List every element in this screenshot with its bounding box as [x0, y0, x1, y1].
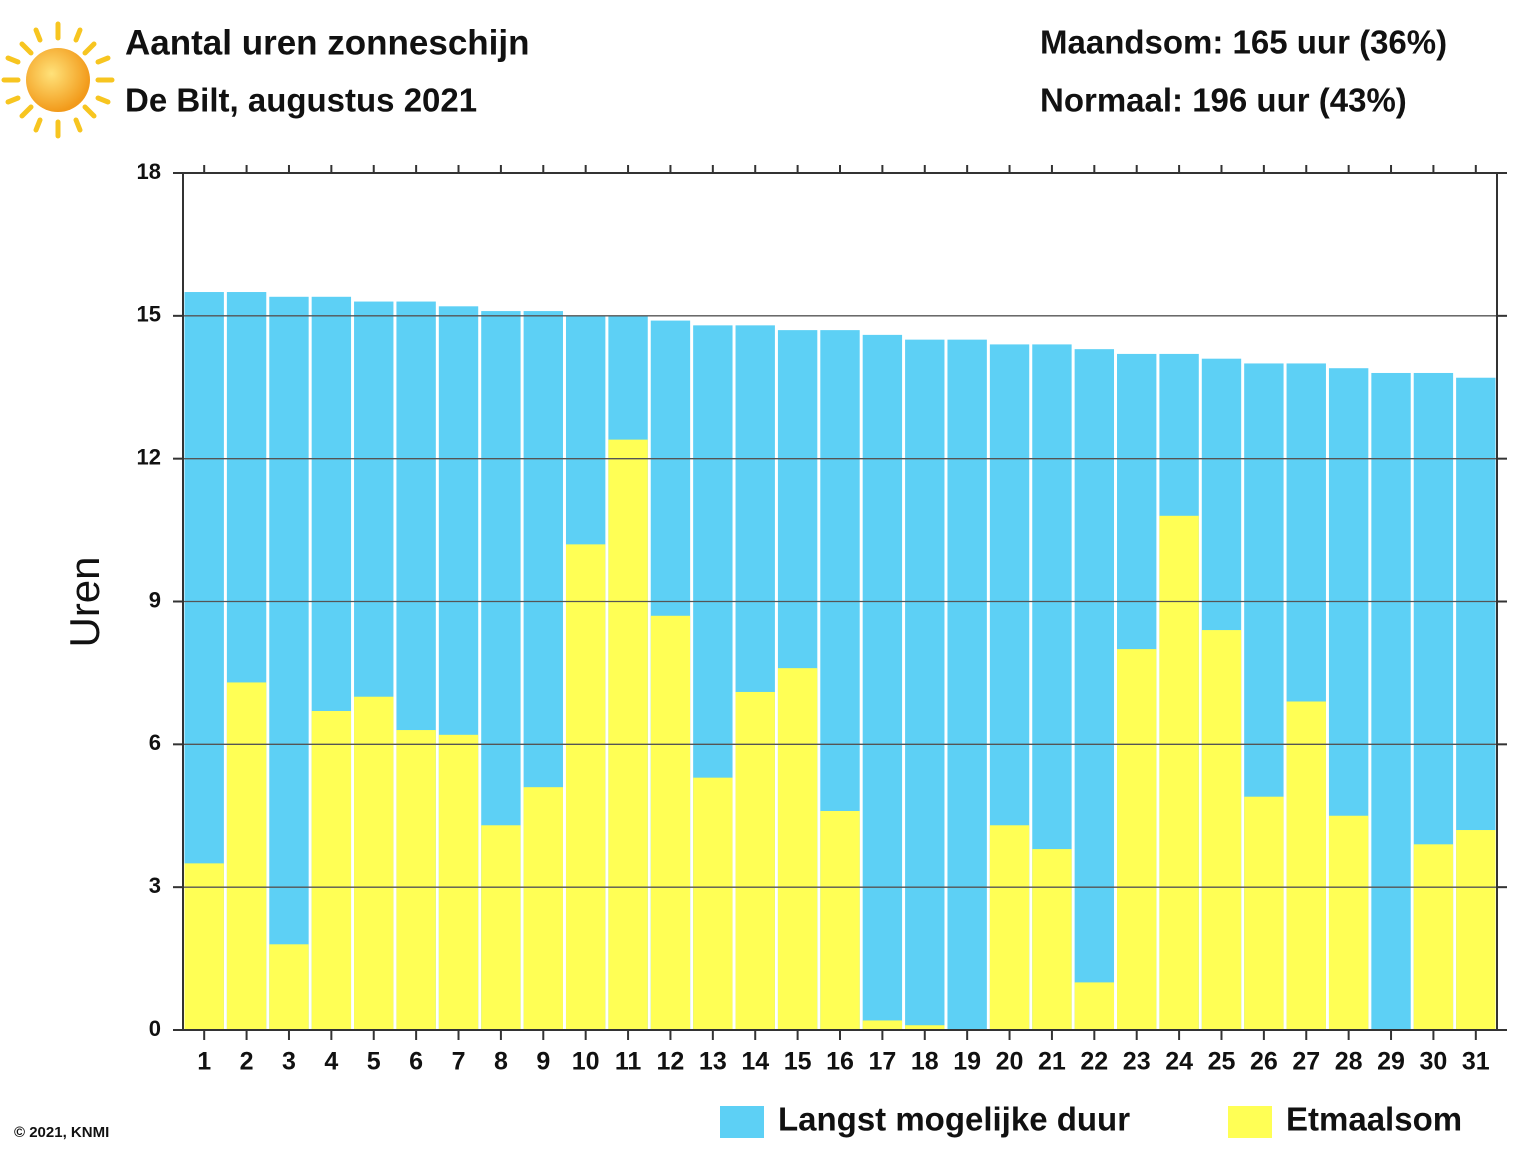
- bar: [481, 825, 521, 1030]
- chart-title: Aantal uren zonneschijn: [125, 23, 530, 62]
- bar: [862, 334, 903, 1030]
- x-tick-label: 26: [1250, 1048, 1278, 1076]
- bar: [1117, 649, 1157, 1030]
- y-tick-label: 15: [137, 302, 161, 327]
- footer: © 2021, KNMI: [14, 1124, 109, 1141]
- x-tick-label: 7: [452, 1048, 466, 1076]
- bar: [438, 734, 479, 1030]
- bar: [1244, 796, 1284, 1030]
- bar: [311, 711, 352, 1030]
- bar: [947, 339, 987, 1030]
- x-tick-label: 31: [1462, 1048, 1490, 1076]
- bar: [1286, 701, 1326, 1030]
- bar: [354, 696, 394, 1030]
- y-tick-label: 3: [149, 873, 161, 898]
- y-tick-label: 9: [149, 587, 161, 612]
- bar: [693, 777, 733, 1030]
- x-tick-label: 1: [197, 1048, 211, 1076]
- bar: [565, 544, 606, 1030]
- x-tick-label: 24: [1165, 1048, 1193, 1076]
- y-tick-label: 12: [137, 444, 161, 469]
- x-tick-label: 12: [657, 1048, 685, 1076]
- x-tick-label: 22: [1080, 1048, 1108, 1076]
- sun-icon: [1, 21, 115, 139]
- bar: [777, 668, 818, 1030]
- bar: [862, 1020, 903, 1030]
- x-tick-label: 27: [1292, 1048, 1320, 1076]
- bar: [650, 615, 691, 1030]
- x-tick-label: 14: [741, 1048, 769, 1076]
- x-tick-label: 21: [1038, 1048, 1066, 1076]
- x-tick-label: 15: [784, 1048, 812, 1076]
- x-tick-label: 18: [911, 1048, 939, 1076]
- bar: [820, 810, 860, 1030]
- x-tick-label: 11: [615, 1048, 642, 1076]
- bar: [1371, 372, 1411, 1030]
- bar: [1032, 849, 1072, 1030]
- bar: [184, 863, 224, 1030]
- y-tick-label: 18: [137, 159, 161, 184]
- x-tick-label: 10: [572, 1048, 600, 1076]
- x-tick-label: 3: [282, 1048, 296, 1076]
- x-tick-label: 4: [324, 1048, 338, 1076]
- legend-swatch: [1228, 1106, 1272, 1138]
- x-tick-label: 25: [1208, 1048, 1236, 1076]
- x-tick-label: 5: [367, 1048, 381, 1076]
- x-tick-label: 20: [996, 1048, 1024, 1076]
- bar: [735, 691, 775, 1030]
- chart-subtitle: De Bilt, augustus 2021: [125, 82, 477, 119]
- bar: [269, 296, 309, 1030]
- y-tick-label: 6: [149, 730, 161, 755]
- x-tick-label: 13: [699, 1048, 727, 1076]
- bar: [1074, 349, 1115, 1030]
- bar: [1201, 630, 1242, 1030]
- bar: [905, 1025, 945, 1030]
- bar: [396, 730, 436, 1030]
- bar: [523, 787, 563, 1030]
- bar: [1159, 515, 1199, 1030]
- x-tick-label: 19: [953, 1048, 981, 1076]
- annotation: Normaal: 196 uur (43%): [1040, 82, 1407, 119]
- x-tick-label: 29: [1377, 1048, 1405, 1076]
- x-tick-label: 16: [826, 1048, 854, 1076]
- bar: [1456, 830, 1496, 1030]
- x-tick-label: 30: [1420, 1048, 1448, 1076]
- x-tick-label: 6: [409, 1048, 423, 1076]
- x-tick-label: 23: [1123, 1048, 1151, 1076]
- legend-label: Etmaalsom: [1286, 1101, 1462, 1138]
- x-tick-label: 2: [240, 1048, 254, 1076]
- bar: [226, 682, 267, 1030]
- bar: [608, 439, 648, 1031]
- y-axis-label: Uren: [61, 556, 108, 647]
- y-tick-label: 0: [149, 1016, 161, 1041]
- legend-label: Langst mogelijke duur: [778, 1101, 1130, 1138]
- bar: [269, 944, 309, 1030]
- bar: [989, 825, 1030, 1030]
- bar: [1413, 844, 1454, 1030]
- x-tick-label: 28: [1335, 1048, 1363, 1076]
- bar: [905, 339, 945, 1030]
- annotation: Maandsom: 165 uur (36%): [1040, 24, 1447, 61]
- bar: [1328, 815, 1369, 1030]
- legend-swatch: [720, 1106, 764, 1138]
- bar: [1074, 982, 1115, 1030]
- x-tick-label: 17: [868, 1048, 896, 1076]
- x-tick-label: 9: [536, 1048, 550, 1076]
- x-tick-label: 8: [494, 1048, 508, 1076]
